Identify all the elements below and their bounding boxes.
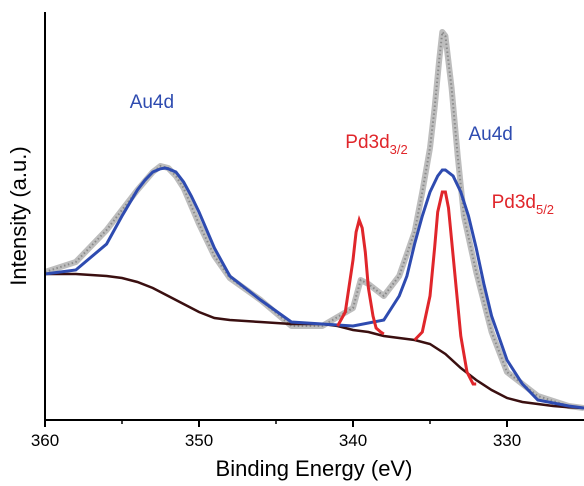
annotation-au4d-left: Au4d [130, 92, 174, 113]
background-line [45, 272, 584, 410]
x-axis-title: Binding Energy (eV) [216, 456, 413, 481]
x-tick-label: 340 [339, 431, 367, 450]
x-ticks: 360 350 340 330 [31, 420, 521, 450]
pd3d52-fit-line [413, 190, 477, 386]
annotation-pd3d52: Pd3d5/2 [492, 192, 554, 217]
annotations: Au4d Pd3d3/2 Au4d Pd3d5/2 [130, 92, 554, 217]
x-tick-label: 350 [185, 431, 213, 450]
x-tick-label: 360 [31, 431, 59, 450]
annotation-au4d-right: Au4d [469, 124, 513, 145]
pd3d32-fit-line [336, 215, 385, 336]
y-axis-title: Intensity (a.u.) [6, 146, 31, 285]
au4d-fit-line [44, 166, 584, 410]
annotation-pd3d32: Pd3d3/2 [345, 132, 407, 157]
x-tick-label: 330 [493, 431, 521, 450]
series-layer [44, 29, 584, 411]
